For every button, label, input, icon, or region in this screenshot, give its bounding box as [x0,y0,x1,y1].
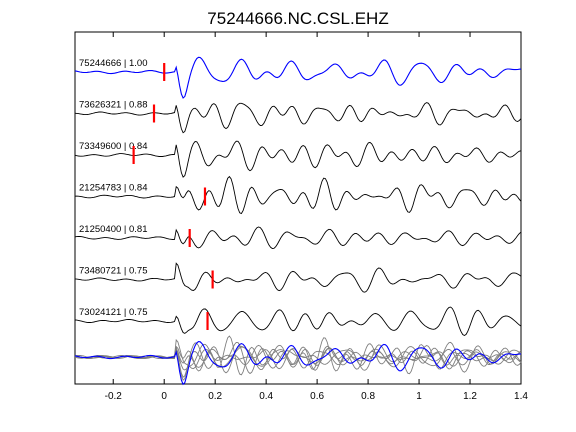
x-tick-label: 1.4 [514,391,528,402]
trace-label: 73349600 | 0.84 [79,141,148,152]
stack-trace-line [74,338,522,371]
trace-label: 75244666 | 1.00 [79,58,148,69]
trace-line [74,140,522,178]
x-tick-label: 0.4 [259,391,273,402]
chart-title: 75244666.NC.CSL.EHZ [207,9,388,28]
trace-line [74,175,522,215]
trace-label: 73626321 | 0.88 [79,100,148,111]
trace-label: 73024121 | 0.75 [79,307,148,318]
trace-label: 73480721 | 0.75 [79,266,148,277]
stack-trace-line [75,335,522,376]
trace-line [74,262,522,293]
trace-line [74,102,522,134]
x-tick-label: 0 [161,391,167,402]
x-tick-label: 1 [416,391,422,402]
x-tick-label: 0.8 [361,391,375,402]
x-tick-label: 0.2 [208,391,222,402]
stack-trace-line [74,341,522,373]
x-tick-label: -0.2 [105,391,123,402]
x-tick-label: 0.6 [310,391,324,402]
trace-label: 21254783 | 0.84 [79,183,148,194]
trace-line [74,306,522,337]
stack-reference-line [74,341,522,386]
plot-area: -0.2 0 0.2 0.4 0.6 0.8 1 1.2 1.4 75244666 | 1.00 7… [74,31,528,402]
trace-line [74,56,522,99]
trace-line [74,226,522,249]
axes-frame [74,31,522,385]
trace-label: 21250400 | 0.81 [79,224,148,235]
x-tick-label: 1.2 [463,391,477,402]
